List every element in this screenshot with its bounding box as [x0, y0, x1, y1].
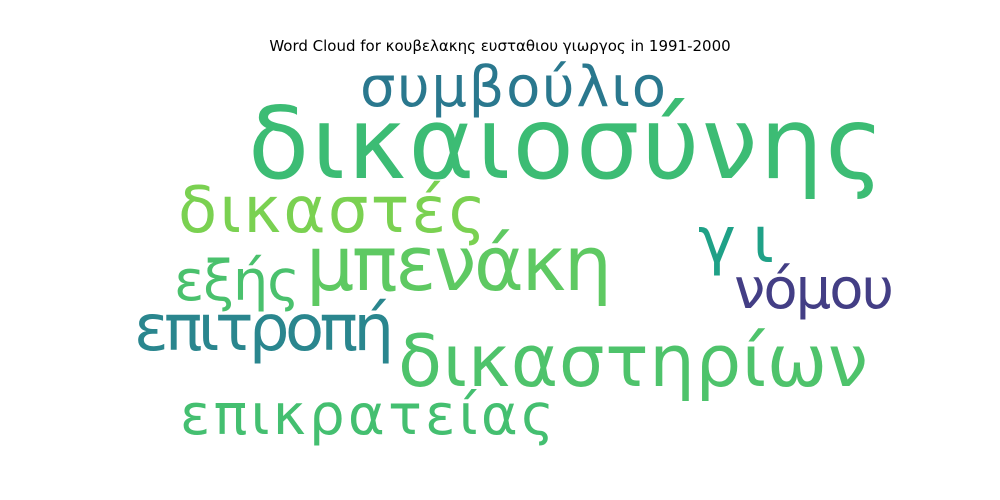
word-cloud-word: επιτροπή: [134, 292, 394, 366]
word-cloud-word: δικαστές: [178, 174, 486, 248]
word-cloud-word: συμβούλιο: [360, 55, 666, 120]
word-cloud-word: δικαιοσύνης: [248, 85, 884, 202]
word-cloud-word: νόμου: [734, 257, 894, 322]
word-cloud-word: επικρατείας: [180, 383, 554, 448]
word-cloud-word: εξής: [174, 249, 300, 314]
word-cloud-word: δικαστηρίων: [398, 319, 868, 403]
chart-title: Word Cloud for κουβελακης ευσταθιου γιωρ…: [269, 37, 731, 55]
word-cloud-word: μπενάκη: [306, 219, 612, 308]
